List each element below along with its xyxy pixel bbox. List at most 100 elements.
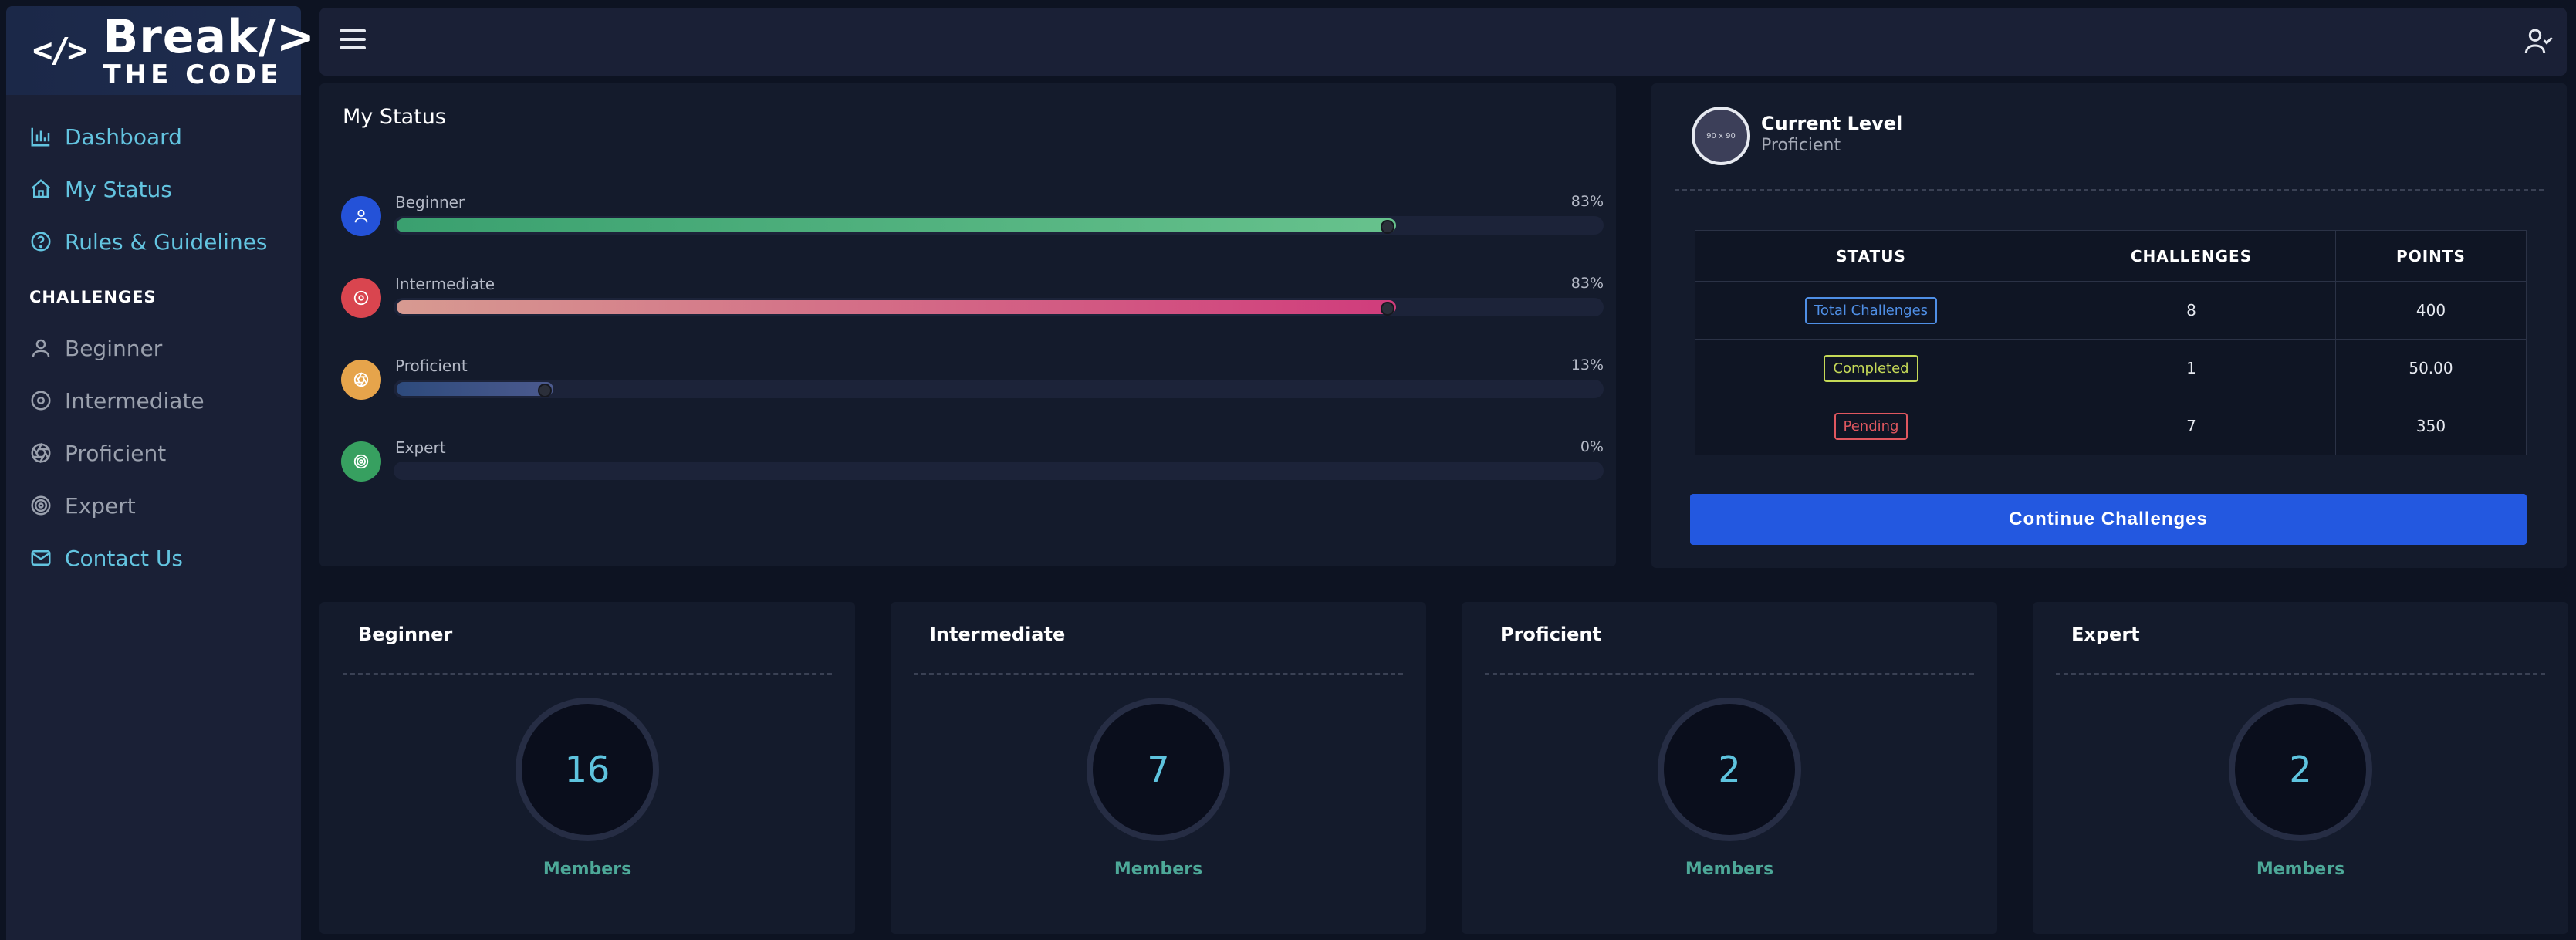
member-count: 7 bbox=[1087, 698, 1230, 841]
sidebar-item-label: Proficient bbox=[65, 440, 167, 466]
divider bbox=[1485, 673, 1974, 675]
progress-fill bbox=[397, 382, 553, 397]
points-cell: 50.00 bbox=[2335, 339, 2527, 397]
sidebar-item-label: Contact Us bbox=[65, 545, 183, 571]
help-circle-icon bbox=[28, 228, 54, 255]
member-count: 2 bbox=[1658, 698, 1801, 841]
home-icon bbox=[28, 176, 54, 202]
continue-challenges-button[interactable]: Continue Challenges bbox=[1690, 494, 2527, 545]
brand-logo[interactable]: </> Break/> THE CODE bbox=[6, 6, 315, 95]
progress-label: Beginner bbox=[395, 193, 465, 211]
progress-track bbox=[394, 380, 1604, 398]
card-title: Expert bbox=[2071, 624, 2140, 645]
menu-icon[interactable] bbox=[340, 29, 366, 52]
progress-percent: 0% bbox=[1580, 438, 1604, 455]
progress-percent: 13% bbox=[1570, 357, 1604, 374]
target-icon bbox=[28, 492, 54, 519]
members-label: Members bbox=[1685, 860, 1774, 879]
sidebar-item-label: Expert bbox=[65, 492, 136, 519]
members-card-beginner: Beginner 16 Members bbox=[319, 602, 855, 934]
top-bar bbox=[319, 8, 2567, 76]
divider bbox=[343, 673, 832, 675]
card-title: Beginner bbox=[358, 624, 453, 645]
progress-row-expert: Expert 0% bbox=[341, 438, 1604, 485]
progress-label: Intermediate bbox=[395, 275, 495, 293]
aperture-icon bbox=[341, 360, 381, 400]
user-check-icon[interactable] bbox=[2524, 26, 2554, 57]
column-header-status: STATUS bbox=[1695, 230, 2047, 282]
sidebar: </> Break/> THE CODE Dashboard My Status… bbox=[6, 6, 315, 940]
brand-title: Break/> bbox=[103, 9, 316, 64]
challenges-cell: 7 bbox=[2047, 397, 2336, 455]
current-level-panel: 90 x 90 Current Level Proficient STATUS … bbox=[1651, 83, 2567, 568]
card-title: Proficient bbox=[1500, 624, 1601, 645]
mail-icon bbox=[28, 545, 54, 571]
sidebar-item-label: My Status bbox=[65, 176, 172, 202]
challenge-stats-table: STATUS CHALLENGES POINTS Total Challenge… bbox=[1695, 230, 2527, 455]
bar-chart-icon bbox=[28, 123, 54, 150]
members-card-intermediate: Intermediate 7 Members bbox=[891, 602, 1426, 934]
table-row: Pending 7 350 bbox=[1695, 397, 2527, 455]
sidebar-item-proficient[interactable]: Proficient bbox=[6, 427, 301, 479]
sidebar-item-label: Rules & Guidelines bbox=[65, 228, 268, 255]
progress-label: Expert bbox=[395, 438, 446, 457]
members-label: Members bbox=[543, 860, 632, 879]
sidebar-item-beginner[interactable]: Beginner bbox=[6, 322, 301, 374]
progress-fill bbox=[397, 218, 1396, 234]
status-badge: Completed bbox=[1824, 354, 1918, 382]
table-header-row: STATUS CHALLENGES POINTS bbox=[1695, 230, 2527, 282]
sidebar-item-label: Intermediate bbox=[65, 387, 205, 414]
sidebar-item-my-status[interactable]: My Status bbox=[6, 163, 301, 215]
member-count: 16 bbox=[516, 698, 659, 841]
progress-row-intermediate: Intermediate 83% bbox=[341, 275, 1604, 321]
members-label: Members bbox=[1114, 860, 1203, 879]
disc-icon bbox=[28, 387, 54, 414]
level-value: Proficient bbox=[1761, 136, 1841, 155]
progress-row-beginner: Beginner 83% bbox=[341, 193, 1604, 239]
divider bbox=[1675, 189, 2544, 191]
progress-percent: 83% bbox=[1570, 275, 1604, 292]
sidebar-item-label: Dashboard bbox=[65, 123, 182, 150]
user-icon bbox=[341, 196, 381, 236]
column-header-points: POINTS bbox=[2335, 230, 2527, 282]
my-status-panel: My Status Beginner 83% Intermediate 83% … bbox=[319, 83, 1616, 566]
panel-title: My Status bbox=[343, 105, 446, 129]
sidebar-item-contact[interactable]: Contact Us bbox=[6, 532, 301, 584]
points-cell: 350 bbox=[2335, 397, 2527, 455]
status-badge: Pending bbox=[1834, 412, 1908, 440]
brand-subtitle: THE CODE bbox=[103, 59, 282, 90]
challenges-section-heading: CHALLENGES bbox=[29, 288, 157, 306]
column-header-challenges: CHALLENGES bbox=[2047, 230, 2336, 282]
code-brackets-icon: </> bbox=[32, 31, 88, 70]
sidebar-item-intermediate[interactable]: Intermediate bbox=[6, 374, 301, 427]
card-title: Intermediate bbox=[929, 624, 1066, 645]
progress-percent: 83% bbox=[1570, 193, 1604, 210]
sidebar-item-expert[interactable]: Expert bbox=[6, 479, 301, 532]
progress-track bbox=[394, 462, 1604, 480]
progress-row-proficient: Proficient 13% bbox=[341, 357, 1604, 403]
progress-track bbox=[394, 298, 1604, 316]
level-avatar: 90 x 90 bbox=[1692, 107, 1750, 165]
challenges-cell: 8 bbox=[2047, 281, 2336, 340]
challenges-cell: 1 bbox=[2047, 339, 2336, 397]
members-card-proficient: Proficient 2 Members bbox=[1462, 602, 1997, 934]
status-badge: Total Challenges bbox=[1804, 296, 1938, 324]
points-cell: 400 bbox=[2335, 281, 2527, 340]
target-icon bbox=[341, 441, 381, 482]
level-title: Current Level bbox=[1761, 113, 1903, 134]
disc-icon bbox=[341, 278, 381, 318]
divider bbox=[914, 673, 1403, 675]
aperture-icon bbox=[28, 440, 54, 466]
user-icon bbox=[28, 335, 54, 361]
sidebar-item-rules[interactable]: Rules & Guidelines bbox=[6, 215, 301, 268]
progress-track bbox=[394, 216, 1604, 235]
member-count: 2 bbox=[2229, 698, 2372, 841]
members-label: Members bbox=[2256, 860, 2345, 879]
sidebar-item-dashboard[interactable]: Dashboard bbox=[6, 110, 301, 163]
progress-label: Proficient bbox=[395, 357, 468, 375]
sidebar-item-label: Beginner bbox=[65, 335, 163, 361]
table-row: Completed 1 50.00 bbox=[1695, 339, 2527, 397]
divider bbox=[2056, 673, 2545, 675]
sidebar-nav: Dashboard My Status Rules & Guidelines C… bbox=[6, 95, 301, 584]
table-row: Total Challenges 8 400 bbox=[1695, 281, 2527, 340]
